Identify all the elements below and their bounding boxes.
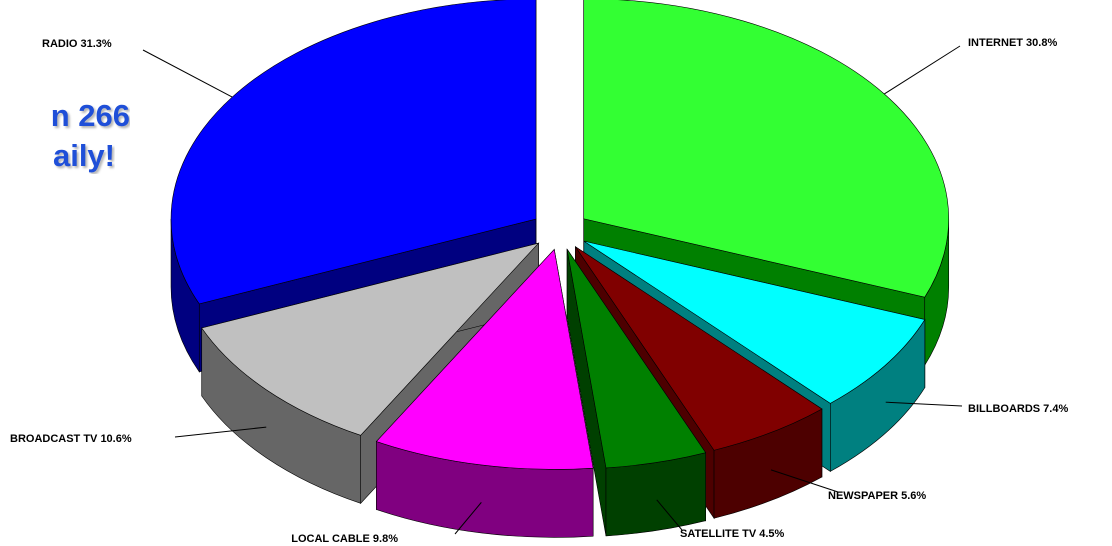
pie-slice-local-cable	[375, 248, 594, 538]
headline-line-1: n 266	[50, 98, 130, 133]
slice-label-radio: RADIO 31.3%	[42, 38, 112, 50]
leader-line	[142, 49, 233, 98]
pie-slice-satellite-tv	[566, 248, 707, 537]
slice-top	[566, 249, 707, 469]
slice-label-local-cable: LOCAL CABLE 9.8%	[291, 533, 398, 545]
slice-label-satellite-tv: SATELLITE TV 4.5%	[680, 528, 785, 540]
headline-line-2: aily!	[52, 138, 115, 173]
leader-line	[885, 401, 963, 407]
leader-line	[454, 502, 482, 535]
leader-line	[770, 469, 839, 493]
slice-label-billboards: BILLBOARDS 7.4%	[968, 403, 1068, 415]
leader-line	[884, 45, 961, 95]
slice-label-newspaper: NEWSPAPER 5.6%	[828, 490, 926, 502]
slice-label-broadcast-tv: BROADCAST TV 10.6%	[10, 433, 132, 445]
leader-line	[656, 499, 683, 531]
slice-label-internet: INTERNET 30.8%	[968, 37, 1057, 49]
slice-top	[583, 0, 949, 298]
leader-line	[174, 426, 267, 438]
slice-top	[170, 0, 537, 305]
slice-top	[575, 246, 823, 451]
slice-top	[201, 242, 540, 436]
slice-top	[583, 240, 926, 404]
slice-top	[375, 248, 594, 470]
